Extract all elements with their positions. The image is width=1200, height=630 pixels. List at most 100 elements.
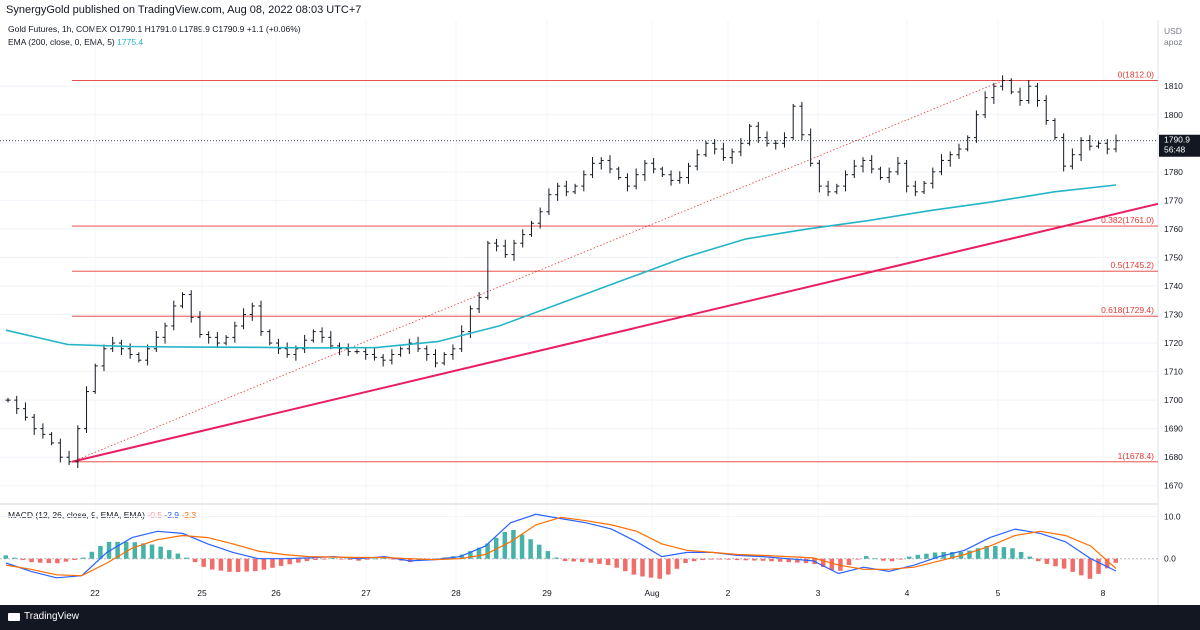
macd-histogram-bar [1053,558,1058,567]
macd-histogram-bar [304,558,310,562]
ohlc-low-label: L [179,24,184,34]
price-tick-label: 1750 [1164,252,1183,262]
macd-histogram-bar [786,558,792,563]
macd-histogram-bar [149,544,155,559]
fib-level-label: 0.5(1745.2) [1111,260,1155,270]
macd-histogram-bar [416,558,422,561]
ohlc-bar [66,450,72,466]
macd-histogram-bar [924,553,929,559]
ohlc-bar [895,157,901,176]
macd-histogram-bar [339,558,344,560]
macd-histogram-bar [528,539,533,559]
macd-histogram-bar [950,551,955,559]
macd-histogram-bar [98,546,103,559]
macd-histogram-bar [390,558,396,560]
macd-histogram-bar [562,558,568,562]
time-axis[interactable]: 22 25 26 27 28 29 Aug 2 3 4 5 8 [90,588,1105,598]
price-tick-label: 1700 [1164,395,1183,405]
ohlc-bar [1104,139,1110,155]
price-tick-label: 1800 [1164,110,1183,120]
macd-histogram-bar [261,558,267,570]
macd-histogram-bar [743,558,748,561]
macd-histogram-bar [253,558,258,572]
ohlc-bar [572,183,578,195]
macd-histogram-bar [235,558,241,572]
macd-histogram-bar [1070,558,1075,572]
macd-histogram-bar [244,558,249,572]
ohlc-bar [720,142,726,161]
macd-histogram-bar [820,558,826,568]
ohlc-bar [267,329,273,346]
macd-histogram-bar [63,558,69,562]
price-tick-label: 1710 [1164,367,1183,377]
time-tick-label: 5 [996,588,1001,598]
macd-histogram-bar [666,558,671,575]
ema-legend[interactable]: EMA (200, close, 0, EMA, 5) 1775.4 [8,37,143,47]
symbol-legend[interactable]: Gold Futures, 1h, COMEX O1790.1 H1791.0 … [8,24,301,34]
ema-label: EMA (200, close, 0, EMA, 5) [8,37,115,47]
macd-tick-label: 10.0 [1164,511,1181,521]
macd-histogram-bar [373,558,378,560]
ohlc-bar [223,335,229,346]
macd-histogram-bar [855,558,860,560]
ohlc-bar [1043,95,1049,125]
macd-histogram-bar [287,558,292,565]
macd-histogram-bar [476,547,482,559]
macd-histogram-bar [1001,547,1007,559]
macd-histogram-bar [554,557,559,559]
ohlc-bar [651,158,657,174]
ohlc-bar [860,157,866,173]
macd-histogram-bar [158,546,163,559]
macd-histogram-bar [210,558,215,570]
ohlc-bar [284,342,290,358]
ohlc-bar [92,363,98,394]
macd-histogram-bar [597,558,602,564]
ohlc-bar [1052,118,1058,140]
macd-histogram-bar [571,558,576,562]
macd-histogram-bar [838,558,843,571]
ohlc-bar [877,166,883,180]
macd-legend[interactable]: MACD (12, 26, close, 9, EMA, EMA) -0.5 -… [8,510,196,520]
ohlc-bar [1078,137,1084,162]
ohlc-bar [171,300,177,331]
ohlc-bar [607,155,613,174]
macd-histogram-bar [37,558,43,563]
macd-histogram-bar [364,558,370,560]
ohlc-bar [502,239,508,258]
ohlc-bar [1061,133,1067,172]
macd-histogram-bar [321,558,327,560]
macd-histogram-bar [984,545,989,559]
ohlc-bar [241,308,247,330]
ohlc-bar [328,331,334,350]
ohlc-bar [31,413,37,435]
price-tick-label: 1810 [1164,81,1183,91]
ohlc-bar [5,397,11,403]
ohlc-close: 1790.9 [218,24,245,34]
macd-histogram-bar [648,558,654,578]
scale-mode-label[interactable]: apoz [1164,37,1182,47]
ohlc-bar [930,167,936,189]
ohlc-bar [1034,82,1040,107]
fibonacci-levels[interactable]: 0(1812.0) 0.382(1761.0) 0.5(1745.2) 0.618(1… [72,70,1158,463]
ohlc-bar [1026,79,1032,104]
ohlc-bar [808,128,814,167]
macd-histogram-bar [700,558,705,561]
macd-label: MACD (12, 26, close, 9, EMA, EMA) [8,510,145,520]
ohlc-bar [206,331,212,344]
macd-histogram-bar [192,558,198,563]
ohlc-bar [991,82,997,104]
macd-histogram-bar [657,558,662,579]
trendlines[interactable] [71,80,1159,463]
macd-histogram-bar [803,558,809,564]
macd-histogram-bar [795,558,800,563]
time-tick-label: 22 [90,588,100,598]
macd-histogram-bar [493,537,499,559]
macd-histogram-bar [898,558,903,560]
tradingview-logo[interactable]: TradingView [8,611,79,622]
ohlc-bar [354,349,360,354]
price-tick-label: 1730 [1164,310,1183,320]
macd-histogram-bar [330,558,335,559]
macd-histogram-bar [932,552,938,559]
price-tick-label: 1690 [1164,424,1183,434]
price-chart[interactable]: 0(1812.0) 0.382(1761.0) 0.5(1745.2) 0.618(1… [0,0,1200,605]
